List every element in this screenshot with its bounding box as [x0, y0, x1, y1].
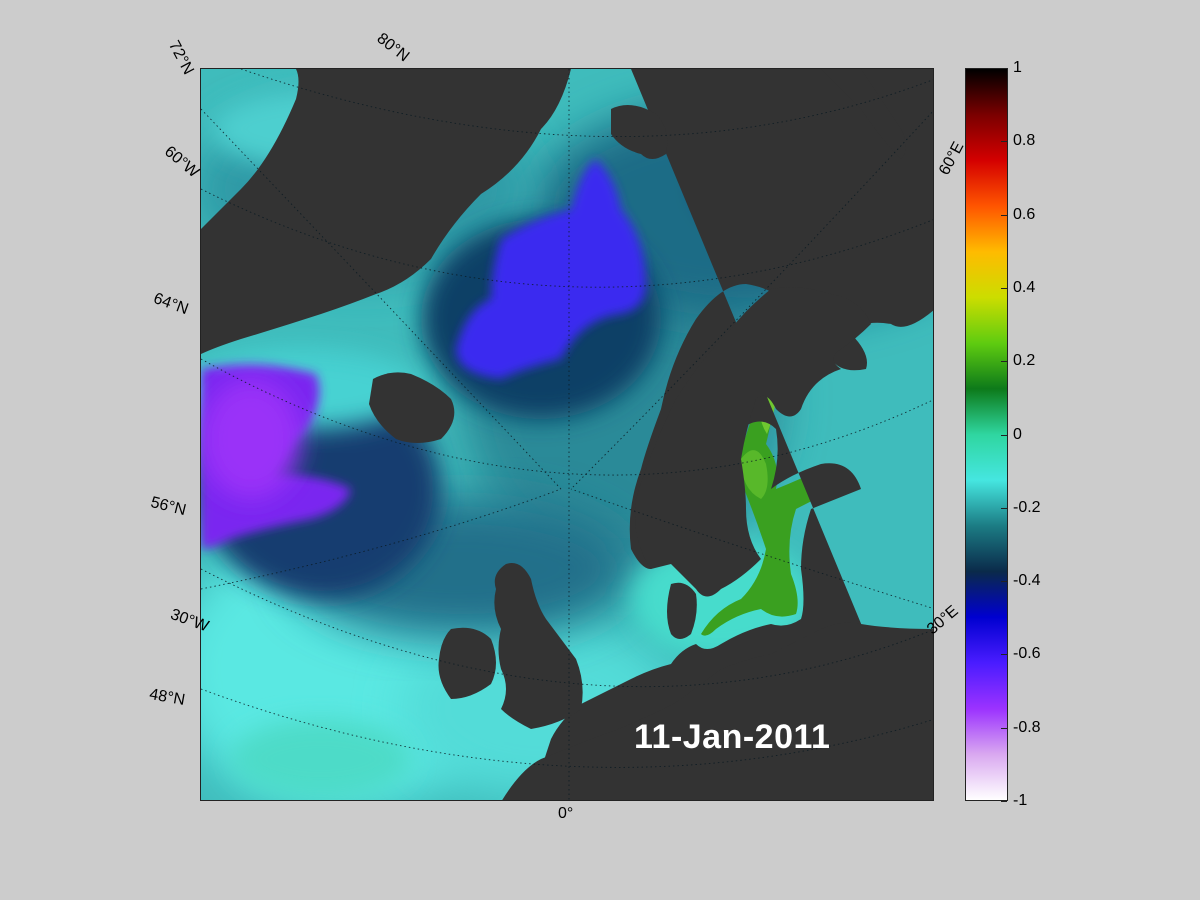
lon-label-60w: 60°W: [161, 143, 203, 182]
lat-label-64n: 64°N: [151, 290, 191, 319]
colorbar-tick-label: 0.8: [1013, 132, 1036, 150]
colorbar-tick-label: 1: [1013, 59, 1022, 76]
european-mainland: [502, 622, 933, 800]
lat-label-80n: 80°N: [373, 30, 413, 66]
date-label: 11-Jan-2011: [634, 718, 831, 756]
colorbar-tick-mark: [1001, 727, 1007, 729]
colorbar-tick-mark: [1001, 361, 1007, 363]
colorbar-tick-label: 0.6: [1013, 205, 1036, 223]
land-masses: [201, 69, 933, 800]
colorbar-tick-mark: [1001, 654, 1007, 656]
lon-label-0: 0°: [558, 805, 574, 822]
lat-label-56n: 56°N: [148, 494, 188, 520]
colorbar-tick-label: -0.8: [1013, 718, 1041, 736]
colorbar-tick-label: -1: [1013, 792, 1028, 809]
sea-level-anomaly-map: [200, 68, 934, 801]
colorbar-tick-mark: [1001, 287, 1007, 289]
colorbar-tick-mark: [1001, 141, 1007, 143]
colorbar-tick-label: -0.6: [1013, 645, 1041, 663]
colorbar-tick-mark: [1001, 214, 1007, 216]
iceland: [369, 372, 455, 443]
great-britain: [494, 563, 583, 729]
lon-label-60e: 60°E: [936, 139, 968, 178]
colorbar-tick-label: -0.4: [1013, 572, 1041, 590]
lat-label-72n: 72°N: [164, 38, 197, 78]
scandinavia: [635, 287, 871, 597]
colorbar-tick-mark: [1001, 581, 1007, 583]
colorbar-tick-mark: [1001, 68, 1007, 69]
jutland: [667, 582, 697, 639]
novaya-zemlya: [821, 69, 906, 159]
colorbar: [965, 68, 1008, 801]
colorbar-tick-mark: [1001, 507, 1007, 509]
lat-label-48n: 48°N: [148, 686, 187, 709]
colorbar-tick-label: 0: [1013, 425, 1022, 443]
graticule: [201, 69, 933, 800]
colorbar-tick-label: 0.4: [1013, 278, 1036, 296]
greenland: [201, 69, 571, 354]
colorbar-tick-mark: [1001, 801, 1007, 802]
colorbar-tick-mark: [1001, 434, 1007, 436]
svalbard: [611, 105, 668, 159]
colorbar-tick-label: -0.2: [1013, 498, 1041, 516]
ireland: [438, 627, 496, 699]
colorbar-tick-label: 0.2: [1013, 352, 1036, 370]
